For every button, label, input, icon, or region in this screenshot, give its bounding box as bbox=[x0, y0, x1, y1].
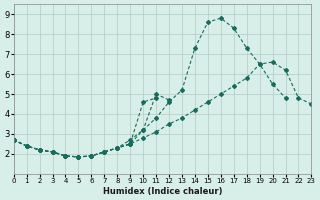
X-axis label: Humidex (Indice chaleur): Humidex (Indice chaleur) bbox=[103, 187, 222, 196]
